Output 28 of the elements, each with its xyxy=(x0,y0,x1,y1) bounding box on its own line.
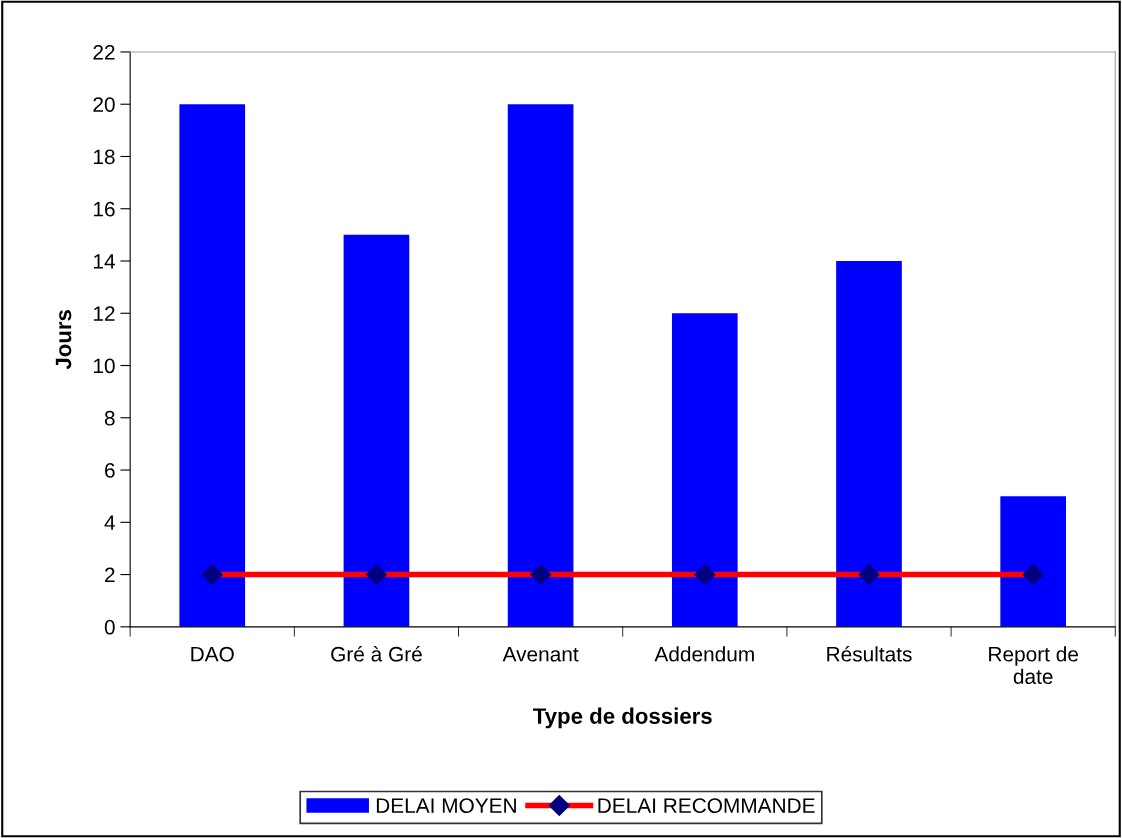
y-tick-label: 16 xyxy=(93,201,115,217)
x-tick-label: Gré à Gré xyxy=(331,646,422,662)
bar xyxy=(343,234,410,627)
y-tick-label: 14 xyxy=(93,254,115,269)
y-tick-label: 10 xyxy=(93,358,115,374)
bar xyxy=(671,313,738,627)
y-tick-label: 20 xyxy=(93,97,115,112)
x-tick-label: Addendum xyxy=(654,646,754,662)
bar xyxy=(179,104,246,627)
y-tick-label: 12 xyxy=(93,306,115,321)
y-tick-label: 4 xyxy=(104,515,115,530)
y-tick-label: 22 xyxy=(93,44,115,60)
y-tick-label: 0 xyxy=(104,619,115,635)
x-tick-label: DAO xyxy=(191,646,234,662)
bar xyxy=(836,261,902,627)
y-tick-label: 6 xyxy=(105,463,115,478)
legend-label: DELAI RECOMMANDE xyxy=(598,798,815,814)
x-tick-label: Report de date xyxy=(989,646,1078,685)
bar xyxy=(507,104,574,627)
legend-label: DELAI MOYEN xyxy=(376,798,516,814)
y-tick-label: 8 xyxy=(104,410,115,426)
x-tick-label: Résultats xyxy=(827,646,912,662)
y-tick-label: 2 xyxy=(105,567,115,583)
y-axis-title: Jours xyxy=(55,310,72,370)
x-axis-title: Type de dossiers xyxy=(533,707,712,729)
x-tick-label: Avenant xyxy=(502,647,579,662)
y-tick-label: 18 xyxy=(93,149,115,165)
bar xyxy=(1000,496,1067,627)
